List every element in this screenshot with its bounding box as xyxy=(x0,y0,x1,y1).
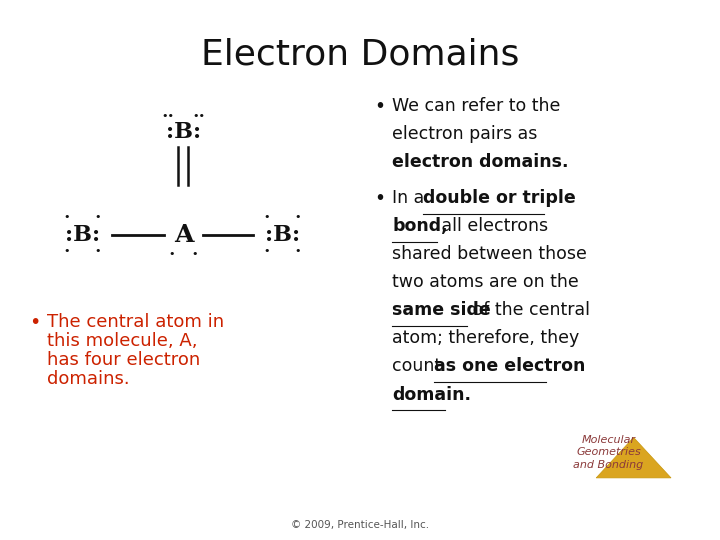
Text: Molecular: Molecular xyxy=(581,435,636,445)
Text: •: • xyxy=(94,212,102,222)
Text: has four electron: has four electron xyxy=(47,351,200,369)
Text: and Bonding: and Bonding xyxy=(573,460,644,470)
Text: •: • xyxy=(263,246,270,256)
Text: •: • xyxy=(63,246,71,256)
Text: © 2009, Prentice-Hall, Inc.: © 2009, Prentice-Hall, Inc. xyxy=(291,520,429,530)
Text: two atoms are on the: two atoms are on the xyxy=(392,273,579,291)
Text: In a: In a xyxy=(392,189,430,207)
Text: Electron Domains: Electron Domains xyxy=(201,38,519,72)
Text: :B:: :B: xyxy=(166,122,201,143)
Text: :B:: :B: xyxy=(66,224,100,246)
Text: atom; therefore, they: atom; therefore, they xyxy=(392,329,580,347)
Text: •: • xyxy=(29,313,40,332)
Text: ••: •• xyxy=(161,111,174,121)
Text: •: • xyxy=(63,212,71,222)
Text: A: A xyxy=(174,223,194,247)
Text: double or triple: double or triple xyxy=(423,189,575,207)
Text: this molecule, A,: this molecule, A, xyxy=(47,332,197,350)
Text: We can refer to the: We can refer to the xyxy=(392,97,561,115)
Text: :B:: :B: xyxy=(265,224,300,246)
Text: domain.: domain. xyxy=(392,386,472,403)
Text: ••: •• xyxy=(192,111,205,121)
Text: bond,: bond, xyxy=(392,217,448,235)
Text: of the central: of the central xyxy=(467,301,590,319)
Text: domains.: domains. xyxy=(47,370,130,388)
Text: •: • xyxy=(263,212,270,222)
Text: The central atom in: The central atom in xyxy=(47,313,224,331)
Text: shared between those: shared between those xyxy=(392,245,588,263)
Text: electron pairs as: electron pairs as xyxy=(392,125,538,143)
Text: count: count xyxy=(392,357,447,375)
Text: •: • xyxy=(294,246,301,256)
Text: •: • xyxy=(192,249,199,259)
Text: •: • xyxy=(94,246,102,256)
Text: •: • xyxy=(294,212,301,222)
Text: as one electron: as one electron xyxy=(434,357,585,375)
Text: Geometries: Geometries xyxy=(576,447,641,457)
Polygon shape xyxy=(596,437,671,478)
Text: •: • xyxy=(374,189,385,208)
Text: electron domains.: electron domains. xyxy=(392,153,569,171)
Text: all electrons: all electrons xyxy=(436,217,548,235)
Text: •: • xyxy=(168,249,176,259)
Text: •: • xyxy=(374,97,385,116)
Text: same side: same side xyxy=(392,301,491,319)
